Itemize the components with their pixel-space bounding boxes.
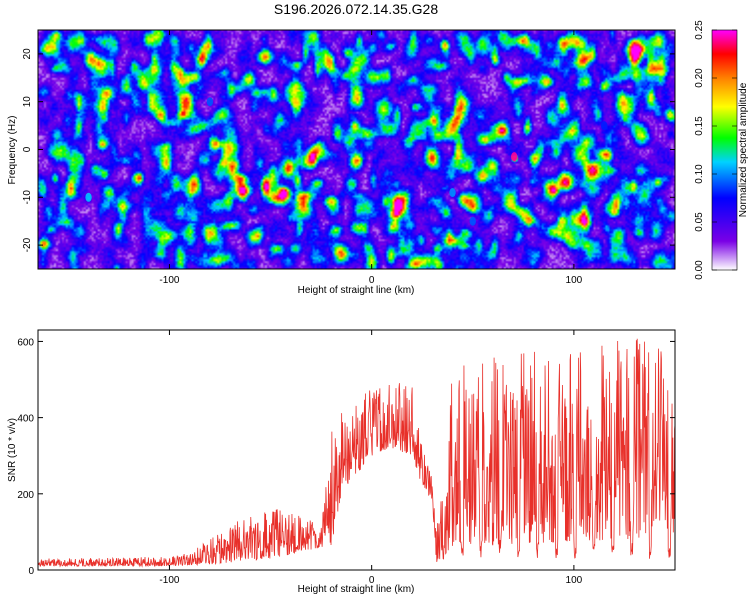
colorbar-gradient	[711, 29, 738, 271]
snr-x-label: Height of straight line (km)	[298, 584, 415, 595]
heatmap-y-tick-label: 10	[22, 96, 33, 108]
heatmap-peak	[469, 216, 476, 226]
snr-y-ticks: 0 200 400 600	[17, 337, 675, 577]
snr-series	[38, 338, 675, 568]
snr-frame	[37, 329, 676, 571]
chart-title: S196.2026.072.14.35.G28	[274, 1, 438, 17]
snr-x-tick-label: 0	[369, 575, 375, 586]
colorbar-tick-label: 0.10	[694, 164, 705, 184]
heatmap-y-tick-label: -10	[22, 190, 33, 205]
heatmap-peak	[85, 192, 92, 202]
colorbar: 0.00 0.05 0.10 0.15 0.20 0.25 Normalized spec…	[694, 20, 749, 280]
heatmap-peaks	[85, 97, 608, 226]
heatmap-peak	[511, 152, 518, 162]
snr-y-tick-label: 0	[28, 566, 34, 577]
heatmap-peak	[449, 188, 456, 198]
snr-y-tick-label: 400	[17, 414, 34, 425]
snr-panel: -100 0 100 0 200 400 600 Height of straight l…	[7, 329, 676, 595]
heatmap-x-label: Height of straight line (km)	[298, 285, 415, 296]
colorbar-tick-label: 0.00	[694, 260, 705, 280]
colorbar-tick-label: 0.25	[694, 20, 705, 40]
heatmap-y-tick-label: -20	[22, 237, 33, 252]
colorbar-tick-label: 0.20	[694, 68, 705, 88]
colorbar-tick-label: 0.05	[694, 212, 705, 232]
snr-x-tick-label: -100	[159, 575, 179, 586]
snr-y-label: SNR (10 * v/v)	[7, 418, 18, 482]
colorbar-label: Normalized spectral amplitude	[738, 82, 749, 217]
snr-y-tick-label: 200	[17, 490, 34, 501]
heatmap-x-ticks: -100 0 100	[159, 30, 583, 286]
heatmap-x-tick-label: 0	[369, 275, 375, 286]
colorbar-tick-label: 0.15	[694, 116, 705, 136]
heatmap-y-label: Frequency (Hz)	[7, 116, 18, 185]
heatmap-y-ticks: -20 -10 0 10 20	[22, 48, 675, 252]
heatmap-image	[38, 30, 675, 269]
heatmap-y-tick-label: 0	[22, 146, 33, 152]
heatmap-x-tick-label: -100	[159, 275, 179, 286]
colorbar-ticks: 0.00 0.05 0.10 0.15 0.20 0.25	[694, 20, 737, 280]
snr-y-tick-label: 600	[17, 337, 34, 348]
snr-x-tick-label: 100	[566, 575, 583, 586]
snr-line	[38, 338, 675, 568]
heatmap-x-tick-label: 100	[566, 275, 583, 286]
snr-x-ticks: -100 0 100	[159, 330, 583, 586]
heatmap-peak	[206, 97, 214, 107]
heatmap-y-tick-label: 20	[22, 48, 33, 60]
heatmap-peak	[601, 121, 608, 131]
